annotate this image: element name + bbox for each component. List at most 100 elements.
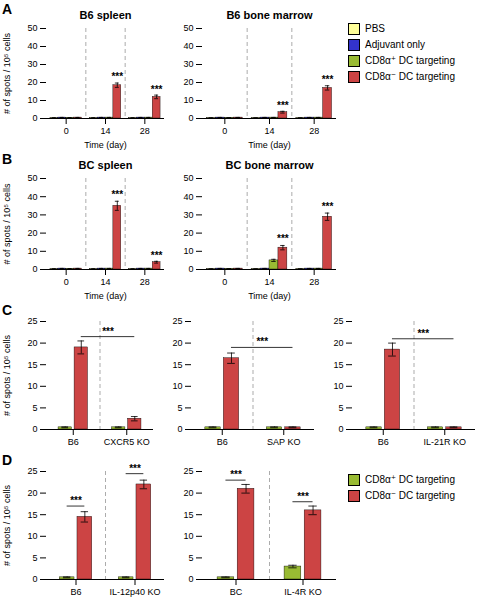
svg-text:30: 30: [183, 59, 193, 69]
svg-text:25: 25: [27, 466, 37, 476]
svg-text:***: ***: [70, 495, 82, 506]
svg-text:50: 50: [183, 23, 193, 33]
svg-text:40: 40: [27, 192, 37, 202]
svg-text:5: 5: [32, 553, 37, 563]
svg-text:0: 0: [64, 277, 69, 287]
svg-text:***: ***: [102, 326, 114, 337]
svg-text:# of spots / 10⁵ cells: # of spots / 10⁵ cells: [2, 183, 12, 264]
svg-text:20: 20: [27, 228, 37, 238]
svg-text:B6 spleen: B6 spleen: [80, 9, 132, 21]
svg-text:B6 bone marrow: B6 bone marrow: [226, 9, 313, 21]
svg-text:0: 0: [32, 113, 37, 123]
svg-text:20: 20: [27, 488, 37, 498]
svg-text:15: 15: [27, 510, 37, 520]
svg-text:0: 0: [177, 424, 182, 434]
svg-text:30: 30: [27, 59, 37, 69]
svg-text:***: ***: [417, 328, 429, 339]
svg-text:28: 28: [309, 277, 319, 287]
svg-text:10: 10: [183, 531, 193, 541]
svg-text:28: 28: [140, 126, 150, 136]
svg-text:B6: B6: [217, 437, 228, 447]
svg-text:0: 0: [32, 574, 37, 584]
svg-text:50: 50: [27, 23, 37, 33]
svg-text:5: 5: [338, 403, 343, 413]
svg-text:15: 15: [27, 360, 37, 370]
svg-text:30: 30: [183, 210, 193, 220]
svg-text:20: 20: [172, 338, 182, 348]
svg-text:***: ***: [256, 336, 268, 347]
svg-text:BC bone marrow: BC bone marrow: [225, 159, 313, 171]
svg-text:Time (day): Time (day): [84, 291, 127, 301]
svg-text:Time (day): Time (day): [248, 291, 291, 301]
svg-text:30: 30: [27, 210, 37, 220]
svg-text:20: 20: [183, 228, 193, 238]
svg-text:15: 15: [183, 510, 193, 520]
svg-text:10: 10: [27, 95, 37, 105]
svg-text:***: ***: [277, 100, 289, 111]
svg-text:15: 15: [172, 360, 182, 370]
svg-text:***: ***: [322, 74, 334, 85]
svg-text:IL-4R KO: IL-4R KO: [284, 587, 322, 597]
svg-text:5: 5: [188, 553, 193, 563]
svg-text:B6: B6: [70, 587, 81, 597]
svg-text:40: 40: [27, 41, 37, 51]
svg-text:***: ***: [111, 71, 123, 82]
svg-text:0: 0: [32, 264, 37, 274]
svg-text:14: 14: [100, 126, 110, 136]
svg-text:20: 20: [183, 77, 193, 87]
svg-text:28: 28: [140, 277, 150, 287]
svg-text:20: 20: [333, 338, 343, 348]
svg-text:SAP KO: SAP KO: [267, 437, 300, 447]
svg-text:0: 0: [222, 126, 227, 136]
svg-text:0: 0: [188, 574, 193, 584]
svg-text:25: 25: [183, 466, 193, 476]
svg-text:40: 40: [183, 192, 193, 202]
svg-text:***: ***: [322, 201, 334, 212]
svg-text:***: ***: [151, 250, 163, 261]
svg-text:0: 0: [338, 424, 343, 434]
svg-text:IL-12p40 KO: IL-12p40 KO: [109, 587, 160, 597]
svg-text:10: 10: [27, 531, 37, 541]
svg-text:10: 10: [27, 381, 37, 391]
svg-text:0: 0: [188, 264, 193, 274]
svg-text:# of spots / 10⁵ cells: # of spots / 10⁵ cells: [2, 485, 12, 566]
svg-text:20: 20: [27, 77, 37, 87]
svg-text:50: 50: [183, 173, 193, 183]
svg-text:14: 14: [264, 126, 274, 136]
svg-text:# of spots / 10⁵ cells: # of spots / 10⁵ cells: [2, 33, 12, 114]
svg-text:15: 15: [333, 360, 343, 370]
svg-text:B6: B6: [378, 437, 389, 447]
svg-text:0: 0: [222, 277, 227, 287]
svg-text:28: 28: [309, 126, 319, 136]
svg-text:Time (day): Time (day): [84, 140, 127, 150]
svg-text:25: 25: [172, 316, 182, 326]
svg-text:5: 5: [177, 403, 182, 413]
svg-text:***: ***: [111, 189, 123, 200]
svg-text:***: ***: [151, 84, 163, 95]
svg-text:***: ***: [129, 463, 141, 474]
svg-text:10: 10: [183, 246, 193, 256]
svg-text:10: 10: [183, 95, 193, 105]
svg-text:B6: B6: [68, 437, 79, 447]
svg-text:***: ***: [230, 469, 242, 480]
svg-text:20: 20: [27, 338, 37, 348]
svg-text:***: ***: [277, 233, 289, 244]
svg-text:CXCR5 KO: CXCR5 KO: [104, 437, 150, 447]
svg-text:BC spleen: BC spleen: [79, 159, 133, 171]
svg-text:BC: BC: [230, 587, 243, 597]
svg-text:40: 40: [183, 41, 193, 51]
svg-text:0: 0: [64, 126, 69, 136]
svg-text:14: 14: [264, 277, 274, 287]
svg-text:25: 25: [333, 316, 343, 326]
svg-text:50: 50: [27, 173, 37, 183]
svg-text:14: 14: [100, 277, 110, 287]
svg-text:5: 5: [32, 403, 37, 413]
svg-text:IL-21R KO: IL-21R KO: [423, 437, 466, 447]
svg-text:20: 20: [183, 488, 193, 498]
svg-text:Time (day): Time (day): [248, 140, 291, 150]
svg-text:25: 25: [27, 316, 37, 326]
svg-text:10: 10: [172, 381, 182, 391]
svg-text:0: 0: [188, 113, 193, 123]
svg-text:# of spots / 10⁵ cells: # of spots / 10⁵ cells: [2, 335, 12, 416]
svg-text:10: 10: [27, 246, 37, 256]
